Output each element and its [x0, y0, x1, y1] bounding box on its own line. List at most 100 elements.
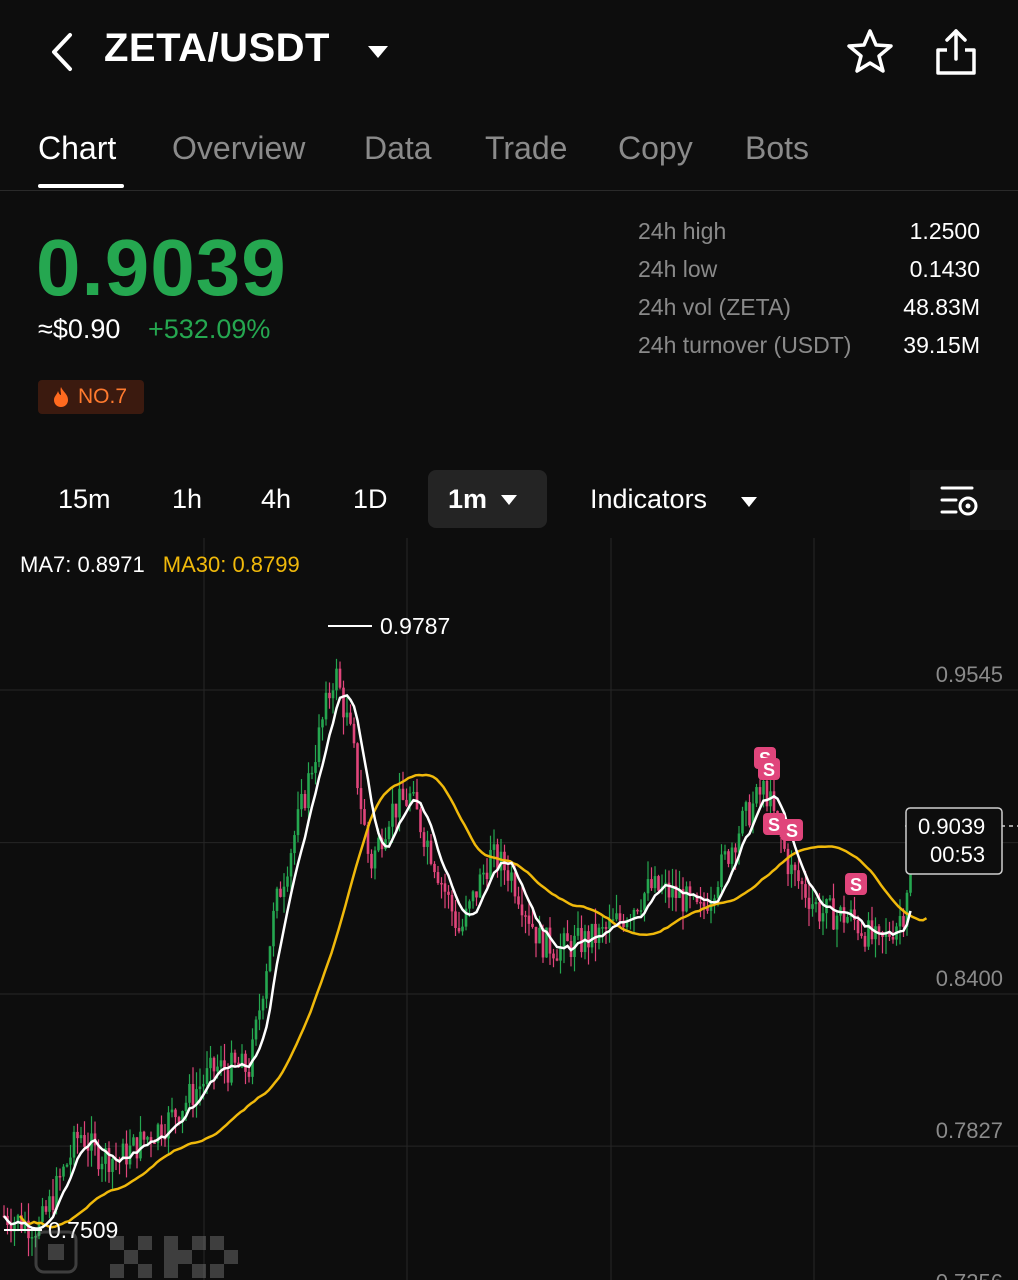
candle-body: [149, 1137, 153, 1143]
candle-body: [69, 1157, 72, 1165]
candle-body: [13, 1222, 16, 1232]
candle-body: [216, 1066, 219, 1072]
candle-body: [30, 1237, 34, 1239]
tab-overview[interactable]: Overview: [172, 130, 306, 166]
candle-body: [303, 793, 307, 809]
candle-body: [198, 1086, 202, 1090]
current-price-label: 0.9039: [918, 814, 985, 839]
candles: [2, 658, 912, 1257]
caret-down-icon[interactable]: [740, 496, 758, 508]
interval-1h[interactable]: 1h: [172, 484, 203, 514]
candle-body: [9, 1225, 13, 1232]
candle-body: [338, 668, 342, 688]
active-tab-indicator: [38, 184, 124, 188]
usd-price: ≈$0.90: [38, 314, 121, 344]
star-icon[interactable]: [844, 26, 896, 78]
interval-1d[interactable]: 1D: [353, 484, 388, 514]
candle-body: [100, 1163, 104, 1170]
chart-settings-button[interactable]: [910, 470, 1018, 530]
candle-body: [524, 915, 527, 917]
candle-body: [195, 1089, 198, 1106]
indicators-dropdown[interactable]: Indicators: [590, 484, 708, 514]
candle-body: [464, 908, 468, 927]
rank-badge[interactable]: NO.7: [38, 380, 144, 414]
candle-body: [622, 920, 625, 928]
candle-body: [55, 1175, 58, 1210]
candle-body: [891, 936, 895, 940]
candle-body: [79, 1135, 83, 1139]
candle-body: [72, 1131, 76, 1158]
candle-body: [506, 870, 510, 881]
candle-body: [111, 1158, 114, 1172]
candle-body: [300, 793, 303, 810]
candle-body: [135, 1137, 139, 1159]
candle-body: [804, 884, 807, 898]
candle-body: [335, 668, 338, 691]
tab-copy[interactable]: Copy: [618, 130, 693, 166]
candle-body: [604, 927, 608, 929]
flame-icon: [54, 387, 68, 407]
candle-body: [184, 1102, 188, 1112]
candle-body: [559, 946, 562, 961]
candle-body: [681, 889, 685, 912]
candle-body: [657, 876, 660, 891]
candle-body: [685, 886, 688, 912]
candle-body: [755, 787, 758, 804]
candle-body: [258, 1010, 261, 1020]
caret-down-icon[interactable]: [366, 44, 390, 60]
candle-body: [422, 832, 426, 847]
candle-body: [401, 788, 405, 800]
candle-body: [181, 1111, 184, 1122]
candle-body: [807, 897, 811, 909]
back-button[interactable]: [42, 28, 82, 76]
candle-body: [562, 933, 566, 947]
share-icon[interactable]: [930, 26, 982, 78]
candle-body: [800, 881, 804, 885]
candle-body: [429, 840, 433, 864]
candle-body: [601, 927, 604, 929]
interval-15m[interactable]: 15m: [58, 484, 111, 514]
candle-body: [366, 824, 370, 854]
candle-body: [741, 810, 744, 834]
pair-title[interactable]: ZETA/USDT: [104, 26, 330, 70]
tab-chart[interactable]: Chart: [38, 130, 117, 166]
interval-selector[interactable]: 1m: [428, 470, 547, 528]
price-chart[interactable]: 0.9787 0.7509 0.9545 0.8400 0.7827 0.7256 0…: [0, 538, 1018, 1280]
candle-body: [748, 802, 751, 826]
candle-body: [853, 909, 856, 920]
candle-body: [296, 809, 300, 836]
candle-body: [107, 1147, 111, 1172]
candle-body: [723, 851, 727, 855]
current-price-box: [905, 807, 1003, 875]
candle-body: [244, 1053, 247, 1072]
tab-bots[interactable]: Bots: [745, 130, 810, 166]
candle-body: [328, 692, 331, 699]
candle-body: [580, 927, 583, 953]
candle-body: [240, 1053, 244, 1068]
candle-body: [832, 898, 835, 930]
candle-body: [478, 874, 482, 898]
tab-data[interactable]: Data: [364, 130, 432, 166]
candle-body: [786, 848, 790, 875]
candle-body: [282, 886, 286, 897]
interval-4h[interactable]: 4h: [261, 484, 292, 514]
candle-body: [230, 1052, 233, 1083]
candle-body: [646, 879, 650, 894]
candle-body: [734, 847, 737, 853]
candle-body: [265, 971, 268, 999]
candle-body: [583, 931, 587, 953]
candle-body: [608, 920, 611, 929]
candle-body: [202, 1083, 205, 1087]
candle-body: [499, 851, 503, 871]
candle-body: [436, 872, 440, 883]
sell-marker-label: S: [850, 875, 862, 895]
candle-body: [821, 913, 825, 922]
okx-logo-icon: [34, 1230, 238, 1278]
tab-trade[interactable]: Trade: [485, 130, 568, 166]
candle-body: [226, 1070, 230, 1083]
sell-marker: S: [845, 873, 867, 895]
low-marker-label: 0.7509: [48, 1217, 118, 1243]
candle-body: [678, 889, 681, 898]
candle-body: [331, 690, 335, 699]
candle-body: [128, 1145, 132, 1165]
